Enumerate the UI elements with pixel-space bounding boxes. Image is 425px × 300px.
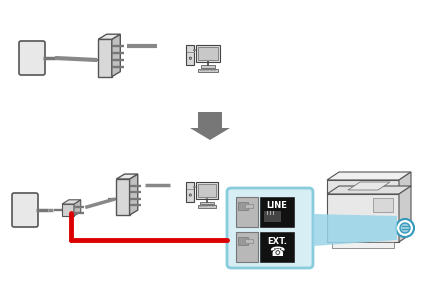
- Text: EXT.: EXT.: [267, 236, 287, 245]
- Bar: [238, 202, 248, 210]
- Circle shape: [396, 219, 414, 237]
- Bar: [245, 204, 253, 208]
- Bar: [116, 179, 130, 215]
- Circle shape: [400, 223, 410, 233]
- Bar: [198, 184, 216, 196]
- Polygon shape: [327, 172, 411, 180]
- Bar: [373, 198, 393, 212]
- Bar: [98, 39, 112, 77]
- FancyBboxPatch shape: [12, 193, 38, 227]
- Polygon shape: [399, 172, 411, 194]
- Bar: [198, 205, 216, 208]
- Text: ☎: ☎: [269, 247, 285, 260]
- Polygon shape: [332, 242, 394, 248]
- Bar: [245, 239, 253, 243]
- Bar: [260, 232, 294, 262]
- Bar: [196, 182, 218, 199]
- Bar: [236, 197, 258, 227]
- Bar: [327, 194, 399, 242]
- Bar: [187, 182, 194, 202]
- Bar: [260, 197, 294, 227]
- Bar: [200, 202, 214, 204]
- Bar: [327, 180, 399, 194]
- FancyBboxPatch shape: [227, 188, 313, 268]
- Bar: [198, 47, 218, 60]
- Circle shape: [189, 57, 192, 59]
- Bar: [187, 45, 194, 65]
- Polygon shape: [327, 186, 411, 194]
- Polygon shape: [74, 200, 81, 216]
- Bar: [196, 45, 220, 62]
- FancyBboxPatch shape: [264, 211, 280, 221]
- FancyBboxPatch shape: [19, 41, 45, 75]
- Polygon shape: [190, 112, 230, 140]
- Bar: [62, 204, 74, 216]
- Bar: [238, 237, 248, 245]
- Circle shape: [189, 194, 191, 196]
- Polygon shape: [348, 182, 390, 190]
- Bar: [201, 65, 215, 68]
- Polygon shape: [313, 214, 397, 246]
- Polygon shape: [130, 174, 138, 215]
- Bar: [236, 232, 258, 262]
- Bar: [198, 69, 218, 72]
- Polygon shape: [116, 174, 138, 179]
- Polygon shape: [98, 34, 120, 39]
- Text: LINE: LINE: [266, 202, 287, 211]
- Polygon shape: [112, 34, 120, 77]
- Polygon shape: [399, 186, 411, 242]
- Polygon shape: [62, 200, 81, 204]
